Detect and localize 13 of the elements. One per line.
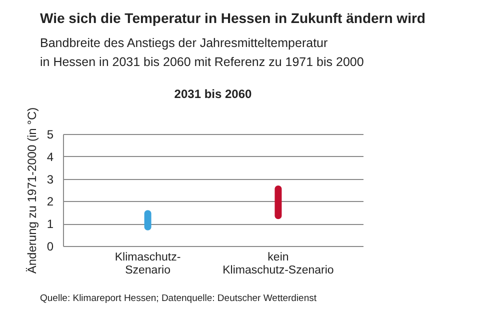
- y-tick-label: 0: [46, 240, 54, 254]
- x-tick-label: kein Klimaschutz-Szenario: [222, 252, 334, 276]
- chart-title: Wie sich die Temperatur in Hessen in Zukunft ändern wird: [40, 10, 426, 26]
- y-axis-title: Änderung zu 1971-2000 (in °C): [24, 107, 39, 274]
- y-tick-label: 5: [46, 128, 54, 142]
- y-tick-label: 4: [46, 150, 54, 164]
- y-tick-label: 2: [46, 194, 54, 209]
- text: 2031 bis 2060: [174, 86, 252, 101]
- x-tick-label: Klimaschutz- Szenario: [114, 252, 181, 276]
- chart-subtitle: Bandbreite des Anstiegs der Jahresmitteltemperatur in Hessen in 2031 bis 2060 mit Referenz zu 1971 bis 2000: [40, 35, 364, 71]
- y-tick-label: 3: [46, 172, 54, 186]
- y-tick-label: 1: [46, 217, 54, 232]
- source-note: Quelle: Klimareport Hessen; Datenquelle: Deutscher Wetterdienst: [40, 293, 317, 304]
